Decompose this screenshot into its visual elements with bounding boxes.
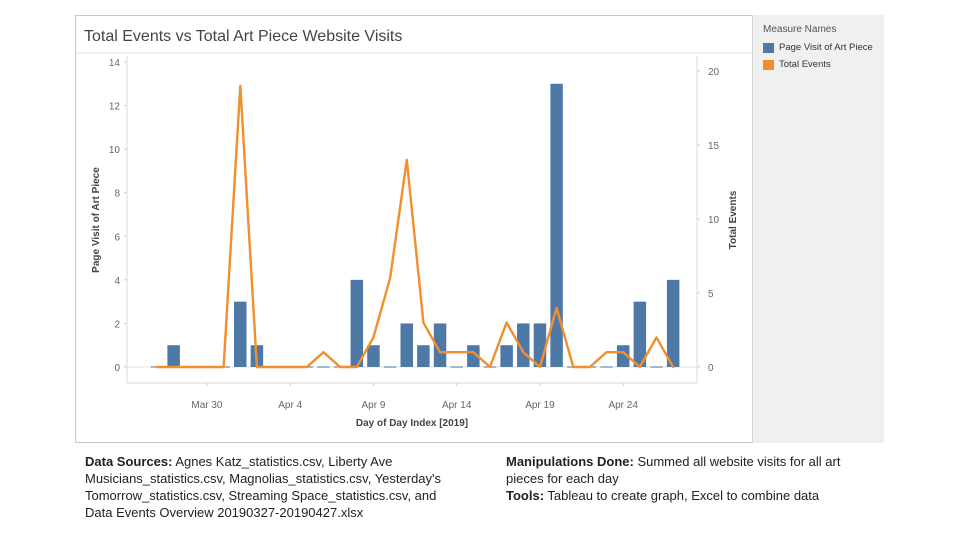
x-tick-label: Apr 19 [525,400,555,411]
x-tick-label: Apr 9 [361,400,385,411]
bar [550,83,563,368]
left-tick-label: 4 [114,276,120,287]
bar [650,366,663,368]
bar [234,301,247,367]
left-tick-label: 0 [114,363,120,374]
right-tick-label: 15 [708,141,720,152]
manipulations-line-1: Summed all website visits for all art [633,454,841,469]
line-series-total-events [155,84,675,369]
bar [367,345,380,367]
bar [633,301,647,367]
bar [450,366,463,368]
left-tick-label: 8 [114,189,120,200]
legend-entry-total-events[interactable]: Total Events [763,59,831,70]
bar [417,345,430,367]
data-sources-line-4: Data Events Overview 20190327-20190427.x… [85,505,364,520]
left-tick-label: 12 [109,102,121,113]
chart-title: Total Events vs Total Art Piece Website … [84,28,403,45]
right-tick-label: 0 [708,363,714,374]
legend-title: Measure Names [763,24,837,35]
x-tick-label: Apr 24 [608,400,638,411]
bar [383,366,397,368]
left-tick-label: 2 [114,319,120,330]
tools-text: Tableau to create graph, Excel to combin… [544,488,820,503]
x-axis-title: Day of Day Index [2019] [356,418,468,429]
tools-label: Tools: [506,488,545,503]
bar [167,345,180,367]
bar [666,279,680,367]
right-tick-label: 5 [708,289,714,300]
right-tick-label: 10 [708,215,720,226]
x-tick-label: Apr 4 [278,400,302,411]
bar [600,366,613,368]
right-tick-label: 20 [708,67,720,78]
manipulations-label: Manipulations Done: [506,454,634,469]
right-axis-title: Total Events [728,190,739,249]
legend-panel: Measure Names Page Visit of Art Piece To… [752,15,884,443]
bar [350,279,364,367]
bar [433,323,447,367]
data-sources-line-2: Musicians_statistics.csv, Magnolias_stat… [85,471,442,486]
left-tick-label: 14 [109,58,121,69]
left-tick-label: 10 [109,145,121,156]
data-sources-line-3: Tomorrow_statistics.csv, Streaming Space… [85,488,437,503]
legend-swatch-page-visit [763,42,774,53]
data-sources-label: Data Sources: [85,454,173,469]
x-tick-label: Mar 30 [191,400,223,411]
left-axis-title: Page Visit of Art Piece [91,167,102,273]
manipulations-line-2: pieces for each day [506,471,619,486]
left-tick-label: 6 [114,232,120,243]
data-sources-text: Data Sources: Agnes Katz_statistics.csv,… [85,453,441,521]
legend-swatch-total-events [763,59,774,70]
bar [500,345,513,367]
bar [533,323,547,367]
manipulations-text: Manipulations Done: Summed all website v… [506,453,840,504]
bar [616,345,630,367]
bar [400,323,413,367]
x-tick-label: Apr 14 [442,400,472,411]
chart-frame [75,15,884,443]
legend-entry-page-visit[interactable]: Page Visit of Art Piece [763,42,873,53]
bar [467,345,480,367]
data-sources-line-1: Agnes Katz_statistics.csv, Liberty Ave [172,454,393,469]
bar [317,366,330,368]
legend-label-total-events: Total Events [779,59,831,70]
legend-label-page-visit: Page Visit of Art Piece [779,42,873,53]
